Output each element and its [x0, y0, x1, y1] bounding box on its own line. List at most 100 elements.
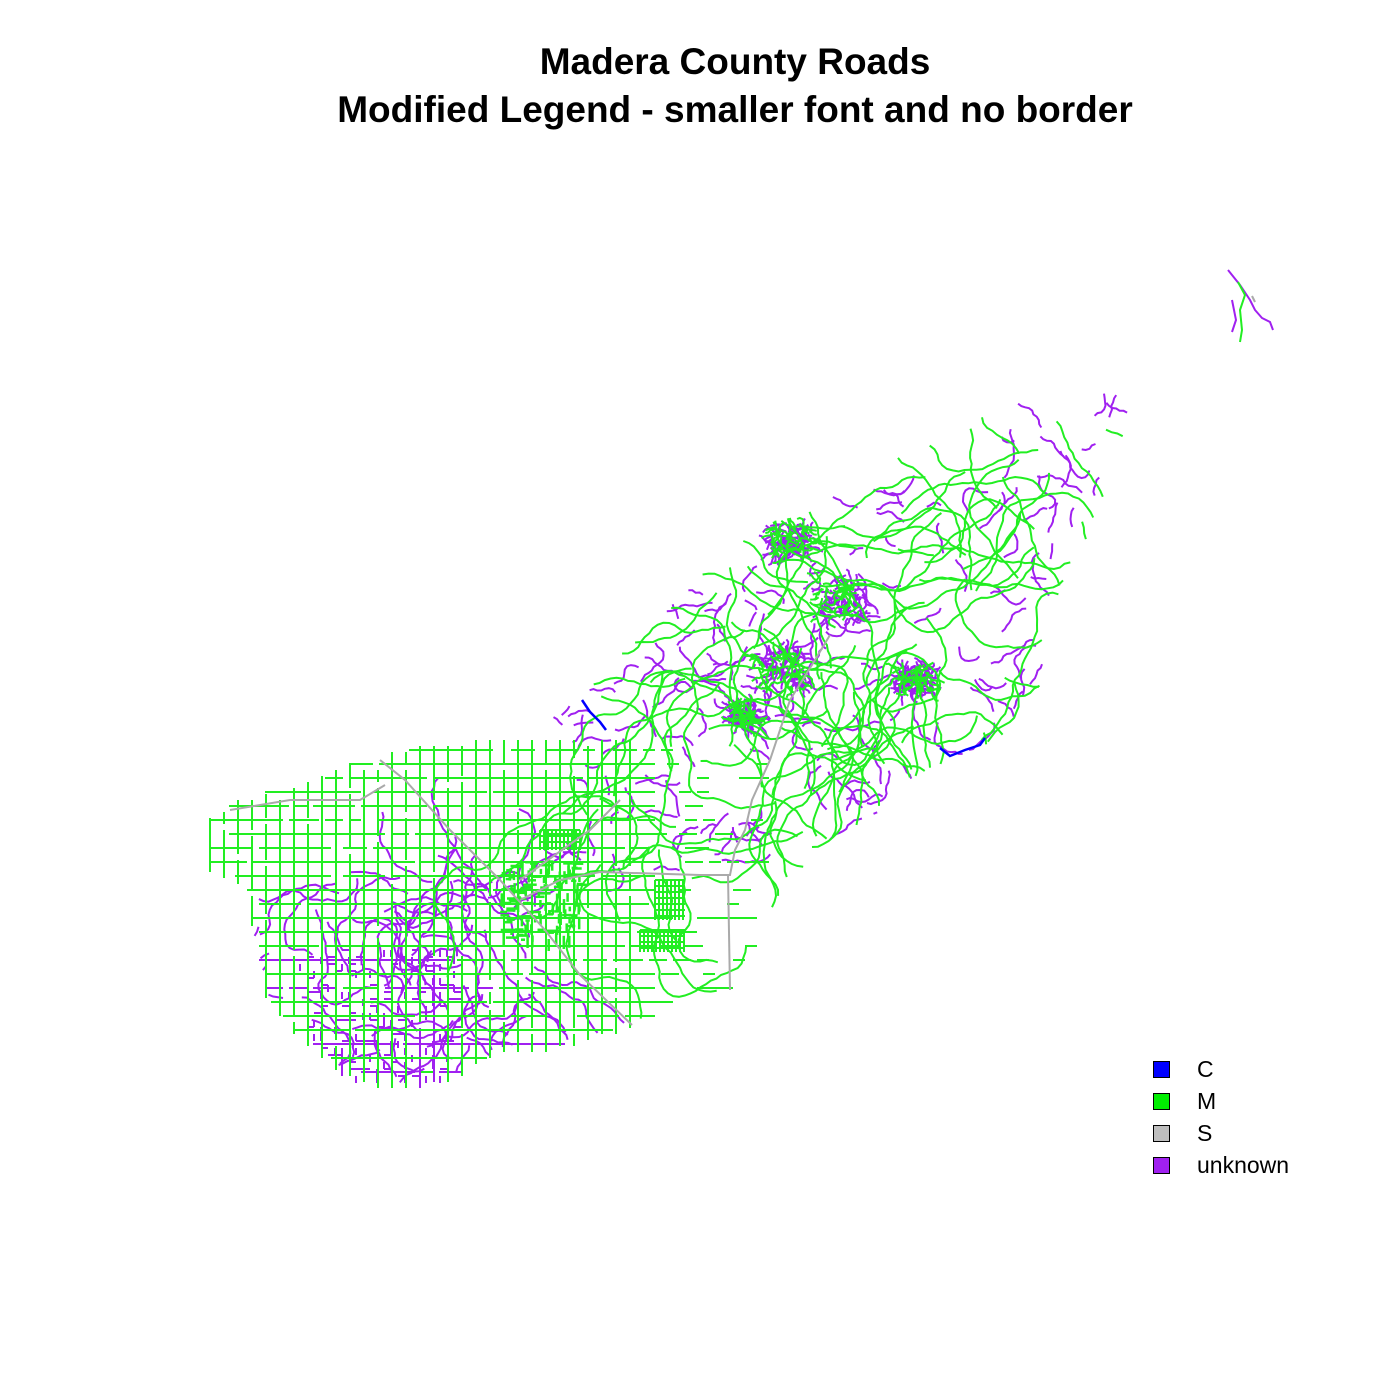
road-m	[838, 725, 914, 793]
road-m	[827, 614, 836, 629]
road-m	[755, 685, 773, 692]
road-m	[649, 670, 816, 795]
road-unknown	[884, 535, 896, 548]
road-m	[776, 668, 782, 680]
road-m	[784, 547, 792, 556]
road-m	[813, 570, 822, 585]
road-m	[851, 581, 856, 592]
road-m	[776, 687, 891, 878]
road-m	[892, 666, 903, 679]
road-unknown	[664, 780, 681, 817]
road-m	[835, 724, 911, 778]
road-unknown	[1037, 475, 1057, 510]
road-m	[926, 688, 942, 692]
road-m	[772, 521, 776, 525]
road-m	[771, 647, 803, 796]
road-unknown	[1012, 690, 1024, 710]
road-m	[761, 667, 773, 674]
road-unknown	[845, 568, 854, 586]
road-m	[848, 610, 860, 618]
road-m	[800, 536, 815, 545]
road-m	[808, 529, 817, 536]
road-m	[815, 597, 824, 615]
road-unknown	[749, 748, 771, 761]
map-title-line-2: Modified Legend - smaller font and no bo…	[337, 89, 1133, 130]
road-unknown	[335, 876, 401, 951]
road-unknown	[653, 865, 680, 872]
road-m	[810, 596, 820, 601]
road-m	[811, 691, 862, 837]
road-m	[760, 531, 776, 540]
road-unknown	[832, 496, 859, 509]
road-unknown	[696, 706, 707, 738]
road-unknown	[889, 708, 901, 722]
road-unknown	[1036, 473, 1083, 494]
road-unknown	[1069, 507, 1075, 528]
road-m	[763, 627, 806, 722]
road-unknown	[253, 926, 260, 937]
road-unknown	[767, 650, 776, 656]
road-unknown	[338, 1048, 381, 1067]
road-m	[969, 428, 998, 510]
road-layer-c	[580, 699, 987, 758]
road-unknown	[926, 501, 942, 508]
road-unknown	[746, 674, 759, 684]
road-unknown	[561, 705, 571, 716]
road-m	[727, 715, 739, 721]
road-unknown	[1059, 450, 1091, 480]
road-unknown	[900, 684, 913, 690]
road-unknown	[533, 966, 625, 1024]
road-unknown	[553, 716, 564, 726]
road-m	[929, 444, 1039, 473]
road-unknown	[1030, 576, 1047, 580]
road-unknown	[807, 764, 822, 774]
road-m	[800, 526, 806, 536]
road-m	[811, 672, 854, 848]
road-unknown	[1108, 394, 1118, 418]
road-m	[802, 527, 809, 539]
map-title: Madera County Roads Modified Legend - sm…	[0, 38, 1400, 134]
road-m	[1081, 521, 1087, 540]
road-m	[834, 595, 847, 603]
road-unknown	[754, 714, 772, 721]
road-layer-m	[209, 281, 1247, 1088]
road-m	[720, 715, 739, 723]
road-m	[541, 808, 599, 919]
road-m	[700, 709, 829, 767]
road-unknown	[1093, 393, 1107, 417]
road-m	[433, 795, 619, 978]
road-m	[732, 697, 743, 709]
road-m	[885, 662, 900, 669]
road-m	[600, 695, 674, 922]
road-unknown	[376, 901, 439, 990]
road-m	[796, 659, 811, 671]
road-m	[804, 674, 815, 688]
road-m	[912, 675, 922, 692]
road-m	[578, 864, 717, 993]
road-unknown	[990, 639, 1034, 665]
road-m	[833, 605, 844, 613]
road-m	[832, 592, 839, 606]
road-m	[789, 665, 801, 678]
road-m	[812, 587, 823, 596]
road-m	[891, 666, 904, 675]
road-m	[862, 512, 942, 765]
road-m	[928, 680, 940, 687]
road-m	[766, 659, 775, 677]
road-m	[824, 586, 830, 602]
road-unknown	[933, 722, 963, 755]
road-m	[825, 602, 835, 607]
road-m	[981, 417, 1021, 455]
road-m	[788, 517, 797, 532]
road-m	[785, 543, 794, 551]
road-m	[569, 669, 770, 816]
road-m	[746, 565, 832, 669]
road-m	[657, 849, 677, 942]
road-m	[742, 702, 746, 712]
road-unknown	[748, 611, 757, 627]
road-m	[774, 665, 779, 675]
road-m	[1237, 281, 1247, 343]
road-m	[873, 471, 966, 543]
road-unknown	[688, 589, 704, 596]
